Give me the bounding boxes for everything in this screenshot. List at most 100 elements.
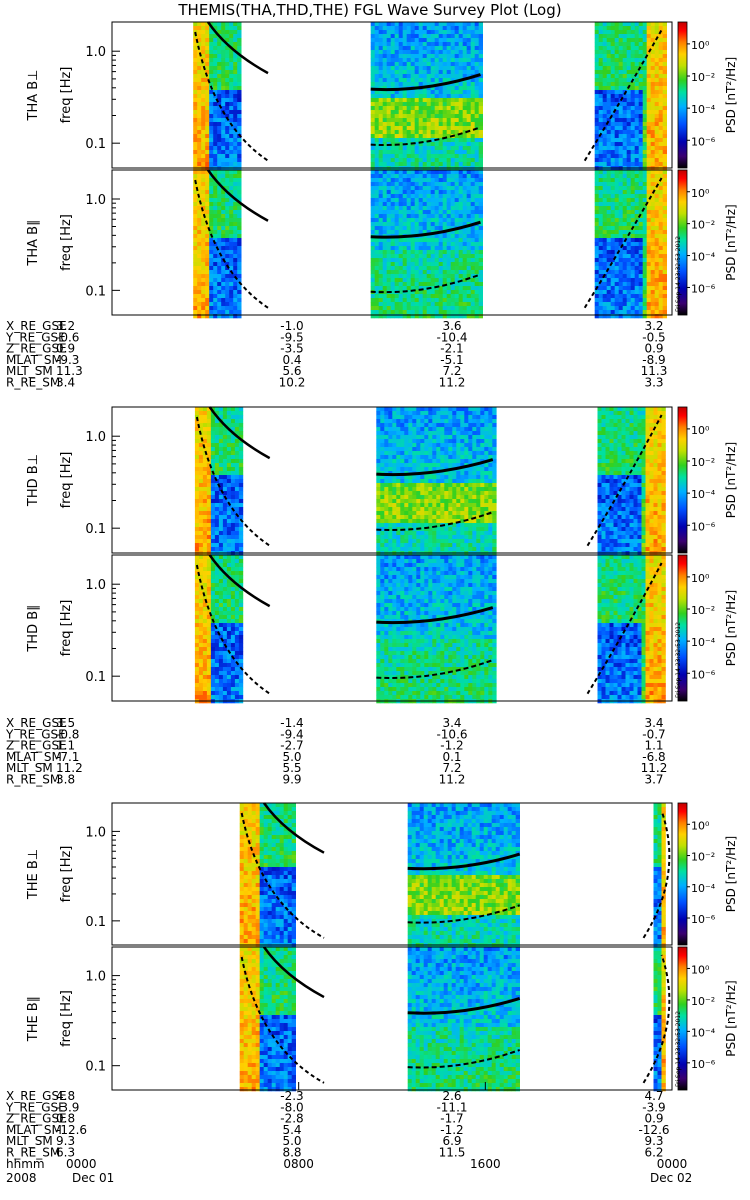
spectrogram-cell [214, 543, 220, 548]
spectrogram-cell [225, 182, 230, 187]
spectrogram-cell [594, 50, 599, 55]
spectrogram-cell [426, 262, 431, 267]
spectrogram-cell [222, 415, 228, 420]
spectrogram-cell [422, 258, 427, 263]
spectrogram-cell [454, 214, 459, 219]
spectrogram-cell [410, 286, 415, 291]
spectrogram-cell [610, 298, 615, 303]
spectrogram-cell [430, 182, 435, 187]
spectrogram-cell [646, 22, 651, 27]
spectrogram-cell [450, 78, 455, 83]
spectrogram-cell [602, 234, 607, 239]
spectrogram-cell [466, 54, 471, 59]
spectrogram-cell [442, 246, 447, 251]
spectrogram-cell [618, 198, 623, 203]
spectrogram-cell [374, 146, 379, 151]
spectrogram-cell [462, 254, 467, 259]
spectrogram-cell [426, 118, 431, 123]
spectrogram-cell [650, 162, 655, 167]
spectrogram-cell [388, 543, 393, 548]
spectrogram-cell [654, 110, 659, 115]
spectrogram-cell [378, 74, 383, 79]
spectrogram-cell [618, 246, 623, 251]
spectrogram-cell [201, 234, 206, 239]
spectrogram-cell [388, 483, 393, 488]
spectrogram-cell [466, 154, 471, 159]
spectrogram-cell [414, 242, 419, 247]
spectrogram-cell [430, 210, 435, 215]
spectrogram-cell [654, 34, 659, 39]
spectrogram-cell [386, 150, 391, 155]
spectrogram-cell [598, 238, 603, 243]
spectrogram-cell [390, 38, 395, 43]
spectrogram-cell [470, 278, 475, 283]
spectrogram-cell [221, 50, 226, 55]
spectrogram-cell [218, 427, 224, 432]
spectrogram-cell [374, 150, 379, 155]
spectrogram-cell [434, 226, 439, 231]
spectrogram-cell [426, 242, 431, 247]
spectrogram-cell [446, 150, 451, 155]
spectrogram-cell [606, 38, 611, 43]
spectrogram-cell [205, 66, 210, 71]
spectrogram-cell [234, 511, 240, 516]
spectrogram-cell [422, 294, 427, 299]
spectrogram-cell [394, 42, 399, 47]
spectrogram-cell [622, 58, 627, 63]
spectrogram-cell [221, 314, 226, 319]
spectrogram-cell [213, 66, 218, 71]
panel-label: THA B∥ [26, 219, 41, 266]
spectrogram-cell [382, 62, 387, 67]
spectrogram-cell [630, 138, 635, 143]
spectrogram-cell [198, 487, 204, 492]
spectrogram-cell [642, 266, 647, 271]
spectrogram-cell [610, 98, 615, 103]
spectrogram-cell [446, 66, 451, 71]
spectrogram-cell [630, 242, 635, 247]
spectrogram-cell [370, 190, 375, 195]
spectrogram-cell [618, 306, 623, 311]
spectrogram-cell [406, 90, 411, 95]
spectrogram-cell [654, 306, 659, 311]
spectrogram-cell [234, 495, 240, 500]
spectrogram-cell [205, 234, 210, 239]
spectrogram-cell [382, 306, 387, 311]
spectrogram-cell [201, 38, 206, 43]
spectrogram-cell [221, 22, 226, 27]
spectrogram-cell [466, 290, 471, 295]
spectrogram-cell [434, 286, 439, 291]
spectrogram-cell [233, 54, 238, 59]
spectrogram-cell [217, 154, 222, 159]
spectrogram-cell [237, 114, 242, 119]
spectrogram-cell [410, 246, 415, 251]
spectrogram-cell [225, 98, 230, 103]
spectrogram-cell [466, 214, 471, 219]
spectrogram-cell [209, 190, 214, 195]
spectrogram-cell [217, 26, 222, 31]
spectrogram-cell [658, 314, 663, 319]
spectrogram-cell [390, 42, 395, 47]
spectrogram-cell [209, 82, 214, 87]
spectrogram-cell [418, 190, 423, 195]
spectrogram-cell [470, 82, 475, 87]
spectrogram-cell [658, 126, 663, 131]
spectrogram-cell [202, 495, 208, 500]
spectrogram-cell [197, 306, 202, 311]
spectrogram-cell [474, 22, 479, 27]
spectrogram-cell [602, 170, 607, 175]
spectrogram-cell [193, 54, 198, 59]
spectrogram-cell [458, 230, 463, 235]
spectrogram-cell [201, 54, 206, 59]
spectrogram-cell [402, 30, 407, 35]
spectrogram-cell [646, 98, 651, 103]
spectrogram-cell [438, 246, 443, 251]
spectrogram-cell [380, 523, 385, 528]
spectrogram-cell [598, 34, 603, 39]
spectrogram-cell [610, 222, 615, 227]
spectrogram-cell [634, 270, 639, 275]
spectrogram-cell [426, 74, 431, 79]
spectrogram-cell [470, 198, 475, 203]
spectrogram-cell [658, 130, 663, 135]
spectrogram-cell [234, 439, 240, 444]
spectrogram-cell [598, 138, 603, 143]
